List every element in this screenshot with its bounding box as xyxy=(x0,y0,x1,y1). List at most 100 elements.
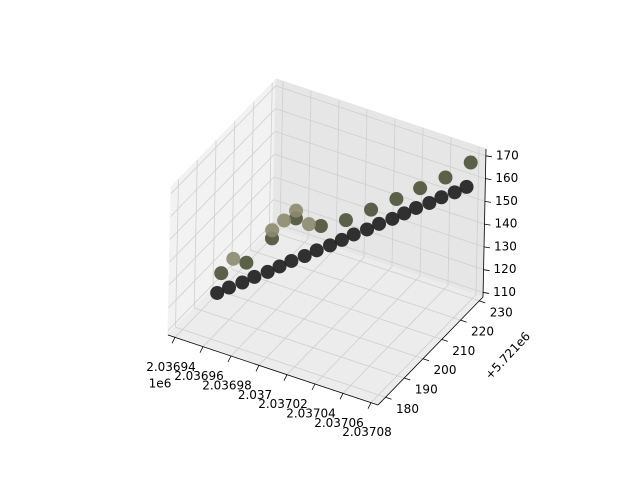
point xyxy=(409,200,424,215)
point xyxy=(389,192,404,207)
z-tick-label: 140 xyxy=(494,217,517,231)
x-tick-label: 2.03708 xyxy=(342,425,392,439)
grid-line xyxy=(212,140,217,289)
grid-line xyxy=(391,118,396,267)
grid-line xyxy=(268,82,273,231)
grid-line xyxy=(335,99,340,249)
grid-line xyxy=(169,153,275,263)
y-tick xyxy=(404,377,411,381)
grid-line xyxy=(274,153,485,225)
point xyxy=(247,269,262,284)
y-tick-label: 180 xyxy=(396,402,419,416)
point xyxy=(210,285,225,300)
grid-line xyxy=(273,199,484,271)
z-tick xyxy=(484,200,492,203)
point xyxy=(313,219,328,234)
point xyxy=(277,213,292,228)
y-tick xyxy=(441,339,448,342)
grid-line xyxy=(168,199,274,308)
y-tick xyxy=(422,358,430,362)
point xyxy=(346,227,361,242)
point xyxy=(463,155,478,170)
grid-line xyxy=(475,146,480,295)
x-tick-label: 2.03704 xyxy=(286,407,336,421)
x-tick xyxy=(199,346,204,353)
x-tick xyxy=(339,393,344,400)
z-axis-line xyxy=(482,148,487,298)
grid-line xyxy=(275,85,486,157)
x-offset-label: 1e6 xyxy=(149,377,172,391)
point xyxy=(309,243,324,258)
grid-line xyxy=(419,127,424,277)
point xyxy=(438,170,453,185)
point xyxy=(422,195,437,210)
point xyxy=(447,185,462,200)
grid-line xyxy=(230,247,337,357)
point xyxy=(397,206,412,221)
x-tick-label: 2.037 xyxy=(238,388,272,402)
x-tick xyxy=(311,383,316,391)
x-tick xyxy=(367,402,372,409)
grid-line xyxy=(307,90,312,239)
point xyxy=(235,275,250,290)
grid-line xyxy=(231,121,236,270)
z-tick xyxy=(483,292,490,294)
grid-line xyxy=(175,326,386,398)
z-tick xyxy=(485,155,492,158)
y-axis-line xyxy=(377,296,484,406)
x-tick xyxy=(171,337,176,344)
grid-line xyxy=(170,85,277,195)
point xyxy=(260,264,275,279)
grid-line xyxy=(170,108,276,217)
y-tick-label: 230 xyxy=(490,305,513,319)
point xyxy=(322,238,337,253)
z-tick xyxy=(485,178,492,180)
grid-line xyxy=(169,131,276,240)
x-tick-label: 2.03706 xyxy=(314,416,364,430)
grid-line xyxy=(273,176,485,248)
grid-line xyxy=(194,307,405,379)
grid-line xyxy=(168,176,275,286)
grid-line xyxy=(279,81,284,230)
z-tick-label: 170 xyxy=(496,148,519,162)
z-tick-label: 110 xyxy=(493,285,516,299)
grid-line xyxy=(250,102,254,251)
grid-line xyxy=(447,137,452,286)
grid-line xyxy=(275,108,486,179)
grid-line xyxy=(175,179,179,328)
y-tick-label: 190 xyxy=(415,383,438,397)
point xyxy=(226,251,241,266)
point xyxy=(413,181,428,196)
y-tick xyxy=(385,396,392,400)
x-tick-label: 2.03702 xyxy=(258,397,308,411)
point xyxy=(385,211,400,226)
point xyxy=(284,253,299,268)
y-tick xyxy=(460,319,467,323)
grid-line xyxy=(193,159,198,309)
point xyxy=(372,216,387,231)
x-tick xyxy=(283,374,288,381)
z-tick xyxy=(483,269,490,272)
point xyxy=(297,249,312,264)
point xyxy=(364,202,379,217)
point xyxy=(272,259,287,274)
x-tick-label: 2.03694 xyxy=(146,360,196,374)
z-tick-label: 120 xyxy=(494,262,517,276)
point xyxy=(265,223,280,238)
point xyxy=(239,255,254,270)
z-tick-label: 150 xyxy=(495,194,518,208)
point xyxy=(214,266,229,281)
x-tick xyxy=(227,355,232,363)
x-axis-line xyxy=(167,334,379,406)
grid-line xyxy=(314,275,421,385)
point xyxy=(360,222,375,237)
grid-line xyxy=(269,230,480,302)
grid-line xyxy=(272,222,484,293)
x-tick xyxy=(255,365,260,372)
z-tick xyxy=(484,223,491,226)
point xyxy=(301,217,316,232)
y-tick xyxy=(479,300,486,304)
point xyxy=(338,213,353,228)
y-tick-label: 220 xyxy=(471,325,494,339)
